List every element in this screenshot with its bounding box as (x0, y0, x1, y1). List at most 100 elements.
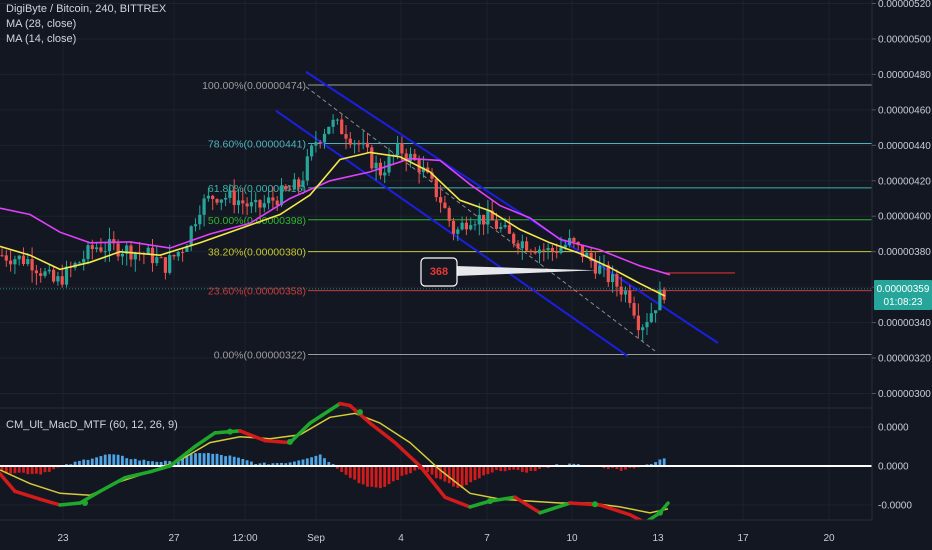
macd-histogram-bar (0, 466, 4, 471)
macd-legend[interactable]: CM_Ult_MacD_MTF (60, 12, 26, 9) (6, 419, 178, 431)
macd-histogram-bar (477, 466, 481, 479)
macd-histogram-bar (22, 466, 25, 473)
candlesticks (0, 114, 666, 342)
candle-body (469, 225, 473, 230)
time-tick-label: 7 (484, 533, 490, 544)
price-tick-label: 0.00000500 (878, 34, 931, 45)
macd-histogram-bar (103, 454, 107, 466)
macd-histogram-bar (361, 466, 365, 485)
candle-body (305, 156, 309, 181)
macd-histogram-bar (271, 463, 275, 466)
fib-level-label: 38.20%(0.00000380) (208, 247, 306, 259)
candle-body (181, 251, 185, 253)
macd-histogram-bar (426, 466, 430, 473)
candle-body (318, 142, 322, 144)
candle-body (383, 172, 387, 176)
macd-histogram-bar (572, 463, 576, 466)
candle-body (155, 257, 159, 264)
candle-body (215, 199, 219, 203)
macd-histogram-bar (662, 458, 666, 466)
macd-histogram-bar (413, 466, 417, 471)
macd-histogram-bar (430, 466, 434, 475)
macd-histogram-bar (546, 466, 550, 469)
candle-body (116, 243, 120, 257)
candle-body (430, 172, 434, 179)
candle-body (95, 247, 99, 250)
channel-line (305, 70, 719, 344)
macd-histogram-bar (314, 455, 318, 466)
candle-body (168, 255, 172, 273)
candle-body (499, 227, 503, 229)
macd-histogram-bar (129, 459, 133, 466)
candle-body (413, 153, 417, 161)
candle-body (606, 264, 610, 283)
candle-body (310, 145, 314, 157)
candle-body (490, 210, 494, 221)
macd-histogram-bar (275, 463, 279, 466)
price-tick-label: 0.00000480 (878, 70, 931, 81)
candle-body (322, 133, 327, 143)
symbol-title[interactable]: DigiByte / Bitcoin, 240, BITTREX (6, 3, 167, 15)
candle-body (107, 239, 112, 252)
macd-histogram-bar (318, 454, 322, 466)
candle-body (482, 214, 486, 225)
candle-body (172, 255, 176, 257)
macd-histogram-bar (336, 466, 339, 469)
candle-body (292, 179, 296, 190)
macd-histogram-bar (237, 457, 240, 466)
macd-histogram-bar (370, 466, 374, 487)
macd-histogram-bar (301, 459, 305, 466)
macd-pane[interactable] (0, 401, 872, 525)
price-axis[interactable]: 0.000003000.000003200.000003400.00000360… (871, 0, 932, 520)
macd-histogram-bar (189, 454, 193, 466)
time-tick-label: Sep (307, 533, 325, 544)
macd-histogram-bar (654, 462, 657, 466)
candle-body (335, 119, 339, 121)
candle-body (550, 247, 554, 252)
macd-histogram-bar (159, 461, 163, 466)
candle-body (533, 251, 537, 254)
macd-line-segment (368, 421, 397, 445)
candle-body (408, 153, 413, 162)
candle-body (245, 203, 249, 207)
macd-histogram-bar (495, 466, 498, 471)
candle-body (86, 245, 90, 259)
ma-fast-legend[interactable]: MA (14, close) (6, 33, 77, 45)
fib-level-label: 50.00%(0.00000398) (208, 215, 306, 227)
fibonacci-lines[interactable]: 100.00%(0.00000474) 78.60%(0.00000441) 61.… (202, 80, 872, 362)
macd-histogram-bar (516, 466, 520, 470)
candle-body (77, 262, 81, 264)
candle-body (163, 257, 167, 273)
candle-body (512, 233, 516, 244)
macd-histogram-bar (391, 466, 395, 482)
macd-tick-label: 0.0000 (878, 462, 909, 473)
ma-slow-legend[interactable]: MA (28, close) (6, 18, 77, 30)
macd-histogram-bar (95, 457, 98, 466)
moving-average-lines (0, 151, 671, 297)
candle-body (636, 315, 640, 331)
macd-histogram-bar (387, 466, 391, 485)
candle-body (357, 142, 361, 145)
macd-histogram-bar (138, 460, 141, 466)
price-pane[interactable]: 100.00%(0.00000474) 78.60%(0.00000441) 61.… (0, 0, 872, 520)
time-axis[interactable]: 23 27 12:00 Sep 4 7 10 13 17 20 (0, 519, 932, 550)
macd-histogram-bar (13, 466, 17, 474)
macd-histogram-bar (490, 466, 494, 473)
macd-line-segment (443, 495, 472, 509)
time-tick-label: 27 (168, 533, 180, 544)
macd-histogram-bar (632, 466, 636, 469)
candle-body (13, 259, 17, 265)
macd-histogram-bar (452, 466, 455, 487)
price-callout[interactable]: 368 (420, 257, 596, 287)
macd-histogram-bar (73, 461, 77, 466)
candle-body (327, 126, 331, 134)
candle-body (17, 255, 21, 260)
candle-body (279, 186, 284, 206)
candle-body (494, 220, 499, 229)
candle-body (447, 208, 451, 221)
macd-line-segment (288, 421, 312, 445)
macd-line-segment (538, 501, 572, 515)
candle-body (99, 247, 103, 252)
candle-body (623, 290, 628, 295)
